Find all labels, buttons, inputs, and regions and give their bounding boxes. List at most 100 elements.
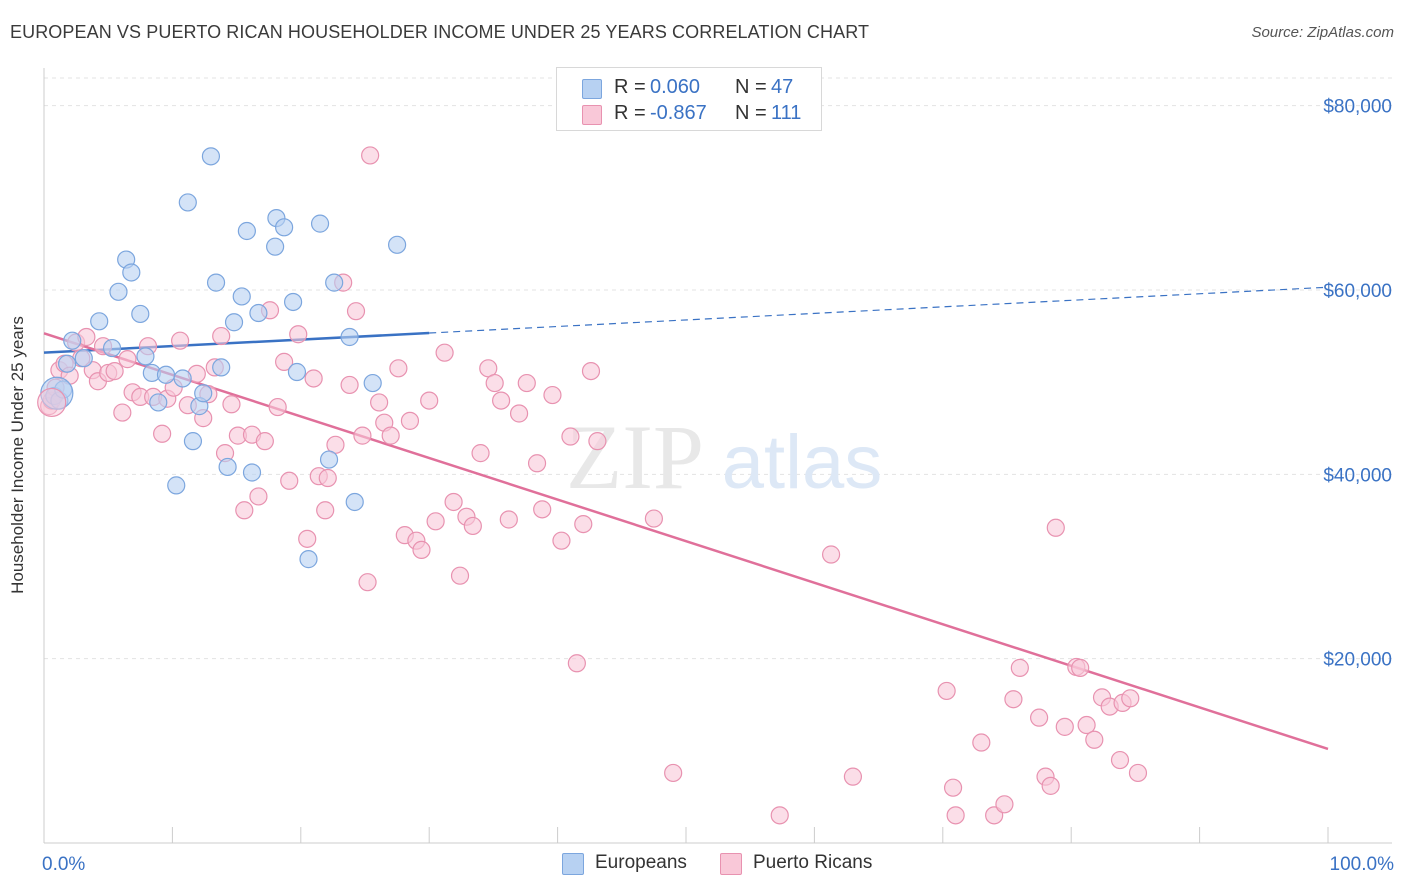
puerto-ricans-point	[400, 411, 420, 430]
r-label: R =	[614, 76, 646, 98]
puerto-ricans-point	[118, 350, 137, 369]
europeans-point	[218, 457, 237, 477]
n-label: N =	[735, 76, 767, 98]
puerto-ricans-point	[222, 395, 241, 414]
puerto-ricans-point	[533, 500, 552, 519]
puerto-ricans-point	[1010, 658, 1029, 677]
y-tick-label: $20,000	[1323, 650, 1392, 671]
puerto-ricans-point	[358, 573, 377, 592]
puerto-ricans-point	[450, 566, 470, 585]
puerto-ricans-point	[318, 468, 337, 488]
puerto-ricans-point	[543, 385, 562, 405]
europeans-point	[212, 358, 231, 377]
europeans-point	[206, 273, 226, 292]
europeans-point	[183, 432, 203, 451]
puerto-ricans-point	[340, 375, 359, 395]
puerto-ricans-point	[268, 397, 287, 417]
puerto-ricans-point	[255, 432, 274, 451]
puerto-ricans-point	[492, 391, 511, 410]
puerto-ricans-point	[280, 471, 299, 490]
r-value: 0.060	[650, 76, 701, 98]
puerto-ricans-point	[412, 540, 431, 560]
data-points	[37, 146, 1148, 825]
puerto-ricans-point	[567, 654, 586, 673]
europeans-trend-projection	[429, 286, 1329, 334]
europeans-point	[310, 214, 330, 233]
europeans-point	[388, 235, 407, 254]
europeans-point	[345, 492, 364, 512]
puerto-ricans-point	[821, 545, 841, 564]
puerto-ricans-point	[1041, 776, 1060, 795]
puerto-ricans-point	[353, 426, 372, 445]
europeans-point	[201, 147, 221, 166]
europeans-point	[287, 362, 307, 382]
stats-legend-row-puerto-ricans: R = -0.867 N = 111	[557, 102, 821, 126]
europeans-point	[319, 450, 339, 469]
puerto-ricans-point	[946, 806, 965, 825]
europeans-point	[63, 331, 82, 350]
puerto-ricans-point	[943, 778, 963, 797]
y-axis-label: Householder Income Under 25 years	[8, 316, 27, 594]
europeans-point	[122, 263, 141, 282]
puerto-ricans-point	[843, 767, 863, 786]
r-label: R =	[614, 102, 646, 124]
n-value: 111	[771, 102, 802, 124]
puerto-ricans-point	[289, 325, 308, 344]
puerto-ricans-point	[444, 492, 463, 512]
puerto-ricans-swatch	[720, 853, 742, 875]
puerto-ricans-point	[1071, 658, 1090, 677]
legend-label-puerto-ricans: Puerto Ricans	[753, 852, 873, 873]
europeans-point	[194, 384, 213, 403]
puerto-ricans-point	[972, 733, 991, 752]
n-value: 47	[771, 76, 794, 98]
europeans-point	[109, 282, 128, 301]
puerto-ricans-point	[249, 487, 268, 506]
puerto-ricans-point	[485, 373, 504, 393]
r-value: -0.867	[650, 102, 707, 124]
puerto-ricans-point	[304, 369, 323, 388]
puerto-ricans-point	[361, 146, 380, 165]
europeans-point	[325, 273, 344, 292]
legend-label-europeans: Europeans	[595, 852, 687, 873]
puerto-ricans-point	[426, 512, 445, 531]
y-tick-label: $60,000	[1323, 281, 1392, 302]
europeans-point	[102, 338, 122, 358]
europeans-point	[266, 237, 285, 256]
puerto-ricans-point	[463, 516, 482, 536]
puerto-ricans-point	[370, 393, 389, 412]
puerto-ricans-point	[346, 302, 366, 321]
puerto-ricans-point	[1055, 717, 1074, 736]
puerto-ricans-point	[420, 391, 439, 410]
puerto-ricans-point	[235, 501, 254, 520]
europeans-point	[74, 349, 93, 368]
europeans-point	[173, 369, 192, 388]
grid-lines	[44, 77, 1392, 660]
europeans-point	[242, 463, 262, 482]
europeans-point	[237, 221, 256, 241]
puerto-ricans-point	[389, 359, 408, 378]
puerto-ricans-swatch	[582, 105, 602, 125]
x-tick-label: 0.0%	[42, 854, 85, 875]
puerto-ricans-point	[1004, 690, 1023, 709]
europeans-point	[131, 304, 150, 324]
puerto-ricans-point	[1029, 708, 1049, 727]
puerto-ricans-point	[1085, 730, 1104, 749]
puerto-ricans-point	[298, 529, 317, 548]
puerto-ricans-point	[275, 352, 294, 371]
puerto-ricans-point	[1046, 518, 1065, 537]
n-label: N =	[735, 102, 767, 124]
puerto-ricans-point	[316, 501, 335, 520]
puerto-ricans-point	[588, 432, 607, 451]
puerto-ricans-point	[561, 427, 580, 446]
puerto-ricans-point	[471, 444, 490, 463]
puerto-ricans-point	[574, 514, 593, 534]
source-label: Source: ZipAtlas.com	[1251, 24, 1394, 41]
puerto-ricans-point	[509, 404, 529, 423]
trend-lines	[43, 286, 1329, 751]
puerto-ricans-point	[552, 531, 571, 550]
puerto-ricans-point	[212, 326, 231, 346]
puerto-ricans-point	[153, 424, 172, 443]
europeans-point	[149, 393, 168, 412]
europeans-point	[136, 347, 155, 366]
stats-legend: R = 0.060 N = 47 R = -0.867 N = 111	[556, 67, 822, 131]
